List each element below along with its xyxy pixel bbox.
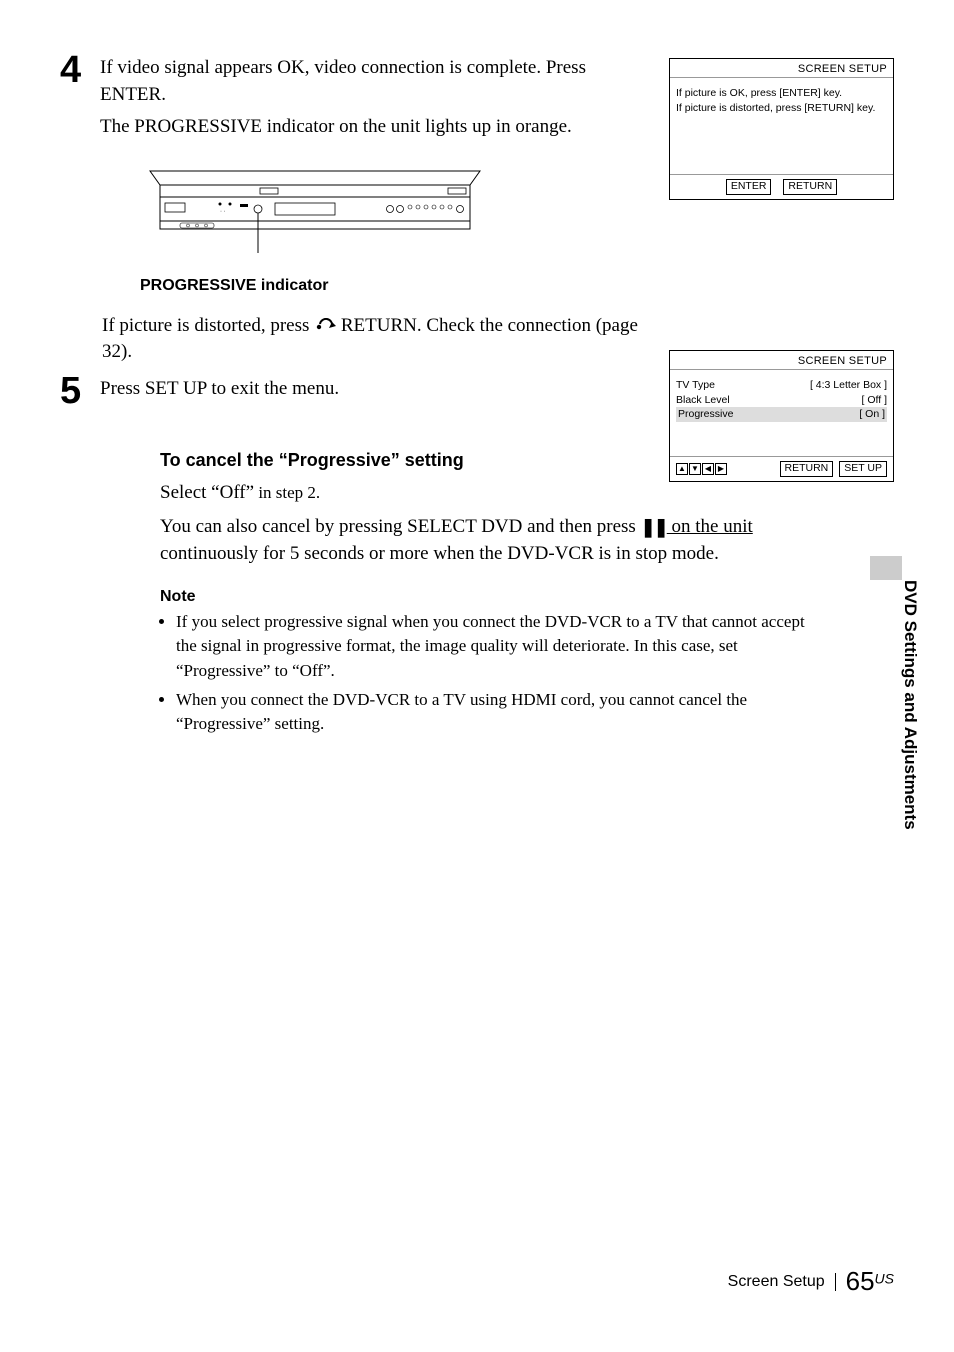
dvd-vcr-front-icon: · ·	[140, 167, 490, 267]
note-heading: Note	[160, 588, 894, 606]
panel-1-msg-2: If picture is distorted, press [RETURN] …	[676, 101, 887, 116]
pause-icon: ❚❚	[641, 518, 667, 536]
progressive-indicator-caption: PROGRESSIVE indicator	[140, 277, 894, 295]
notes-list: If you select progressive signal when yo…	[160, 610, 894, 737]
step-5-number: 5	[60, 372, 100, 410]
cancel-p1-b: in step 2.	[254, 483, 320, 502]
nav-arrows: ▲ ▼ ◀ ▶	[676, 463, 727, 475]
screen-setup-panel-1: SCREEN SETUP If picture is OK, press [EN…	[669, 58, 894, 200]
panel-1-body: If picture is OK, press [ENTER] key. If …	[670, 78, 893, 121]
page: 4 If video signal appears OK, video conn…	[0, 0, 954, 1352]
footer-page-number: 65	[846, 1266, 875, 1296]
panel-1-footer: ENTER RETURN	[670, 174, 893, 199]
arrow-left-icon: ◀	[702, 463, 714, 475]
footer-region: US	[875, 1271, 894, 1287]
panel-2-body: TV Type [ 4:3 Letter Box ] Black Level […	[670, 370, 893, 428]
side-section-label: DVD Settings and Adjustments	[900, 580, 920, 830]
footer-page-wrap: 65US	[846, 1266, 894, 1297]
progressive-value: [ On ]	[859, 407, 885, 422]
note-1: If you select progressive signal when yo…	[176, 610, 814, 684]
panel-enter-button: ENTER	[726, 179, 772, 195]
step-5-line-1: Press SET UP to exit the menu.	[100, 376, 654, 403]
cancel-body: Select “Off” in step 2. You can also can…	[160, 479, 894, 568]
panel-return-button: RETURN	[783, 179, 837, 195]
step-4-number: 4	[60, 51, 100, 89]
note-2: When you connect the DVD-VCR to a TV usi…	[176, 688, 814, 737]
step-4-line-1: If video signal appears OK, video connec…	[100, 55, 654, 108]
svg-text:· ·: · ·	[220, 209, 226, 215]
panel-row-black-level: Black Level [ Off ]	[676, 393, 887, 408]
cancel-p2-a: You can also cancel by pressing SELECT D…	[160, 516, 641, 537]
progressive-label: Progressive	[678, 407, 733, 422]
page-footer: Screen Setup 65US	[728, 1266, 894, 1297]
panel-row-tv-type: TV Type [ 4:3 Letter Box ]	[676, 378, 887, 393]
cancel-p1: Select “Off” in step 2.	[160, 479, 794, 507]
step-4-line-2: The PROGRESSIVE indicator on the unit li…	[100, 114, 654, 141]
screen-setup-panel-2: SCREEN SETUP TV Type [ 4:3 Letter Box ] …	[669, 350, 894, 482]
panel-1-title: SCREEN SETUP	[670, 59, 893, 78]
return-icon	[314, 314, 336, 328]
panel-1-msg-1: If picture is OK, press [ENTER] key.	[676, 86, 887, 101]
cancel-p1-a: Select “Off”	[160, 482, 254, 503]
cancel-p2-b: on the unit	[667, 516, 753, 537]
tv-type-value: [ 4:3 Letter Box ]	[810, 378, 887, 393]
panel-2-title: SCREEN SETUP	[670, 351, 893, 370]
tv-type-label: TV Type	[676, 378, 715, 393]
distorted-prefix: If picture is distorted, press	[102, 315, 314, 336]
arrow-up-icon: ▲	[676, 463, 688, 475]
footer-section-name: Screen Setup	[728, 1273, 836, 1291]
side-tab-marker	[870, 556, 902, 580]
black-level-value: [ Off ]	[862, 393, 887, 408]
panel-2-footer: ▲ ▼ ◀ ▶ RETURN SET UP	[670, 456, 893, 481]
panel2-setup-button: SET UP	[839, 461, 887, 477]
device-illustration: · ·	[140, 167, 490, 267]
cancel-p2: You can also cancel by pressing SELECT D…	[160, 513, 794, 568]
cancel-p2-c: continuously for 5 seconds or more when …	[160, 543, 719, 564]
arrow-down-icon: ▼	[689, 463, 701, 475]
arrow-right-icon: ▶	[715, 463, 727, 475]
black-level-label: Black Level	[676, 393, 730, 408]
panel-row-progressive: Progressive [ On ]	[676, 407, 887, 422]
panel2-return-button: RETURN	[780, 461, 834, 477]
